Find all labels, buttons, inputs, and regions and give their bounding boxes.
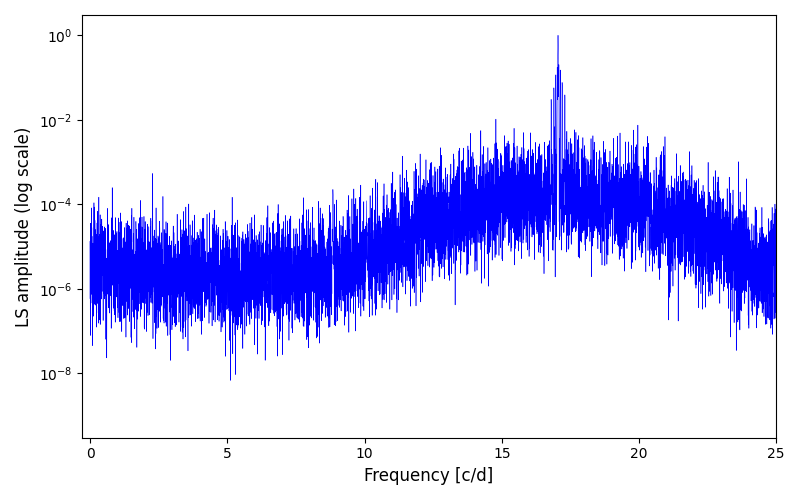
X-axis label: Frequency [c/d]: Frequency [c/d] — [364, 467, 494, 485]
Y-axis label: LS amplitude (log scale): LS amplitude (log scale) — [15, 126, 33, 326]
